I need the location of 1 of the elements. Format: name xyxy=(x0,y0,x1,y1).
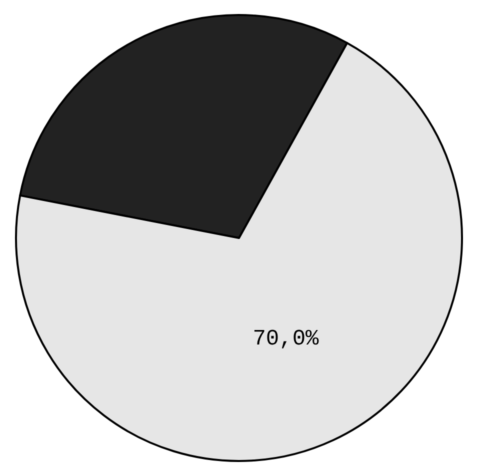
data-label: 70,0% xyxy=(252,326,320,352)
